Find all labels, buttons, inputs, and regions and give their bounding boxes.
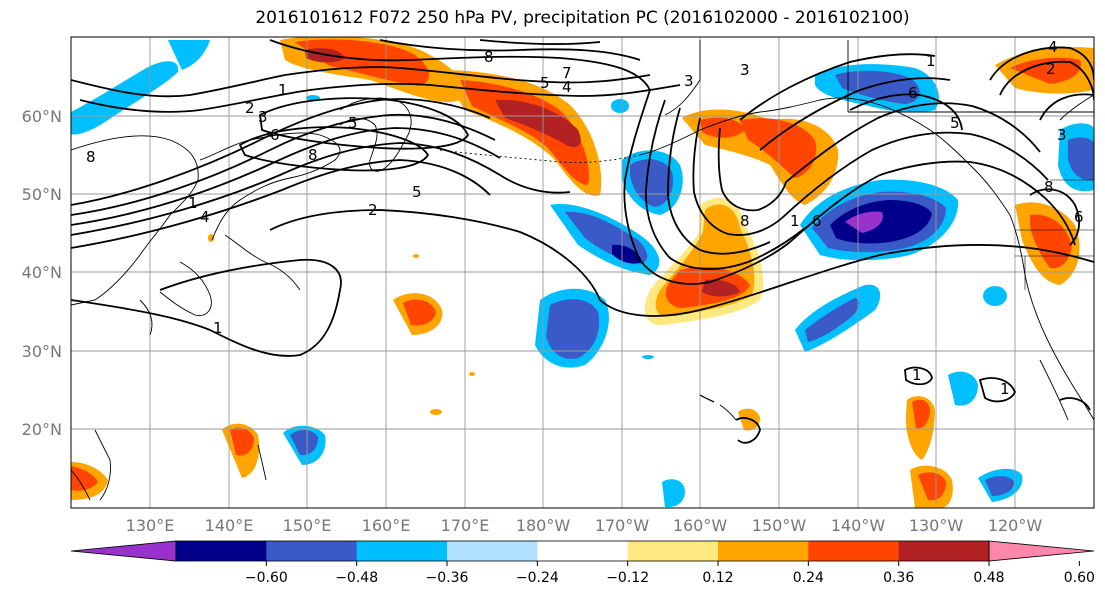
lon-label: 150°E [283,516,332,535]
contour-label: 4 [200,208,210,226]
colorbar-tick-label: 0.60 [1064,570,1095,586]
colorbar-swatch [627,541,719,561]
colorbar-swatch [718,541,809,561]
lon-label: 150°W [752,516,807,535]
colorbar-swatch [176,541,267,561]
contour-labels: 1 2 3 4 5 6 8 8 7 5 4 3 8 5 3 2 1 6 5 8 … [86,38,1084,398]
contour-label: 1 [1000,380,1010,398]
contour-label: 6 [908,84,918,102]
contour-label: 3 [740,61,750,79]
lon-label: 130°W [909,516,964,535]
latitude-labels: 60°N 50°N 40°N 30°N 20°N [22,107,62,439]
lon-label: 140°W [831,516,886,535]
contour-label: 1 [278,81,288,99]
contour-label: 5 [950,114,960,132]
contour-label: 1 [790,212,800,230]
lon-label: 160°W [673,516,728,535]
colorbar-tick-label: −0.48 [335,570,378,586]
contour-label: 8 [1044,178,1054,196]
lon-label: 120°W [988,516,1043,535]
pv-contours [71,39,1094,444]
contour-label: 2 [368,201,378,219]
map-frame [70,36,1095,509]
colorbar-tick-label: 0.48 [973,570,1004,586]
contour-label: 1 [912,366,922,384]
contour-label: 2 [245,99,255,117]
contour-label: 4 [1048,38,1058,56]
lat-label: 40°N [22,263,62,282]
colorbar-tick-label: 0.24 [793,570,824,586]
colorbar-tick-label: −0.36 [426,570,469,586]
contour-label: 1 [188,194,198,212]
contour-label: 2 [1046,60,1056,78]
coastlines [71,40,1094,501]
contour-label: 6 [1074,208,1084,226]
lon-label: 180°W [516,516,571,535]
colorbar-swatch [356,541,448,561]
lon-label: 170°E [441,516,490,535]
contour-label: 3 [258,108,268,126]
contour-label: 7 [562,64,572,82]
contour-label: 5 [412,183,422,201]
colorbar-swatch [898,541,990,561]
map-title: 2016101612 F072 250 hPa PV, precipitatio… [255,8,910,28]
colorbar-swatch [808,541,900,561]
colorbar-extend-low [70,540,177,562]
colorbar-tick-label: −0.24 [516,570,559,586]
contour-label: 6 [812,212,822,230]
lon-label: 160°E [362,516,411,535]
colorbar-tick-label: 0.12 [702,570,733,586]
colorbar-tick-label: 0.36 [883,570,914,586]
contour-label: 8 [86,148,96,166]
contour-label: 5 [348,114,358,132]
lon-label: 170°W [595,516,650,535]
contour-label: 6 [270,126,280,144]
colorbar-swatch [447,541,538,561]
contour-label: 3 [1057,126,1067,144]
contour-label: 1 [213,319,223,337]
contour-label: 5 [540,74,550,92]
lat-label: 50°N [22,185,62,204]
longitude-labels: 130°E 140°E 150°E 160°E 170°E 180°W 170°… [126,516,1043,535]
colorbar: −0.60 −0.48 −0.36 −0.24 −0.12 0.12 0.24 0.36 0.4… [70,540,1095,586]
colorbar-tick-label: −0.60 [245,570,288,586]
lat-label: 30°N [22,342,62,361]
colorbar-tick-label: −0.12 [606,570,649,586]
lon-label: 140°E [205,516,254,535]
colorbar-extend-high [988,540,1095,562]
colorbar-swatch [537,541,629,561]
contour-label: 3 [684,72,694,90]
graticule [71,37,1094,508]
contour-label: 8 [308,146,318,164]
lon-label: 130°E [126,516,175,535]
colorbar-outline [175,540,990,562]
contour-label: 4 [562,78,572,96]
contour-label: 8 [740,212,750,230]
colorbar-swatch [266,541,358,561]
contour-label: 1 [926,52,936,70]
lat-label: 20°N [22,420,62,439]
lat-label: 60°N [22,107,62,126]
precipitation-shading [71,37,1094,508]
contour-label: 8 [484,48,494,66]
